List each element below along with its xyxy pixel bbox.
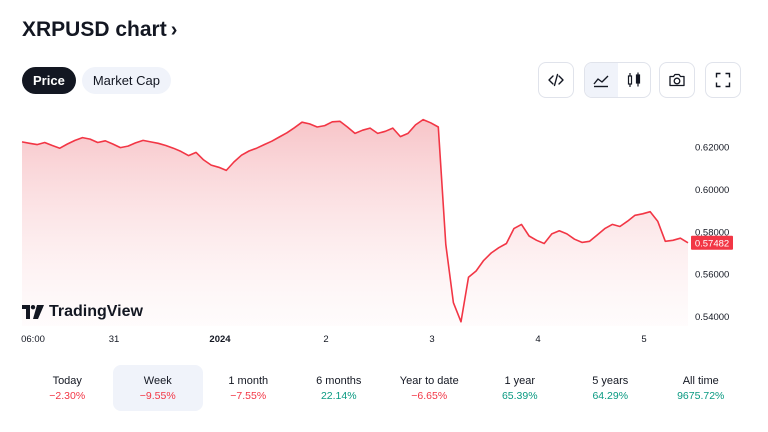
price-chart[interactable]: 0.62000 0.60000 0.58000 0.56000 0.54000 06:0… [0,104,768,356]
period-today[interactable]: Today −2.30% [22,365,113,411]
period-5-years[interactable]: 5 years 64.29% [565,365,656,411]
x-tick-label: 5 [641,334,646,345]
chart-style-toggle [584,62,651,98]
period-1-month[interactable]: 1 month −7.55% [203,365,294,411]
period-label: Week [143,374,172,387]
period-label: 1 year [504,374,536,387]
x-tick-label: 31 [109,334,120,345]
period-6-months[interactable]: 6 months 22.14% [294,365,385,411]
period-all-time[interactable]: All time 9675.72% [656,365,747,411]
y-tick-label: 0.60000 [695,185,729,196]
tradingview-logo-icon [22,305,44,319]
last-price-label: 0.57482 [695,238,729,249]
period-label: 1 month [228,374,269,387]
area-chart-icon [593,75,609,88]
period-label: All time [682,374,719,387]
period-label: 6 months [316,374,362,387]
period-change: −2.30% [49,389,86,402]
snapshot-button[interactable] [659,62,695,98]
price-marketcap-tabs: Price Market Cap [22,67,172,94]
tradingview-wordmark: TradingView [49,303,143,320]
period-change: 64.29% [592,389,629,402]
period-performance-bar: Today −2.30% Week −9.55% 1 month −7.55% 6 m… [22,365,746,411]
x-tick-label: 06:00 [21,334,45,345]
x-tick-label: 2024 [209,334,231,345]
period-change: −7.55% [230,389,267,402]
period-change: −9.55% [139,389,176,402]
page-title: XRPUSD chart [22,18,167,41]
last-price-tag [691,235,733,250]
price-area-fill [22,119,688,326]
area-chart-button[interactable] [585,63,618,97]
candlestick-icon [627,72,640,87]
period-1-year[interactable]: 1 year 65.39% [475,365,566,411]
tab-market-cap[interactable]: Market Cap [81,67,172,94]
period-label: 5 years [592,374,629,387]
x-tick-label: 3 [429,334,434,345]
camera-icon [669,73,685,87]
y-tick-label: 0.54000 [695,312,729,323]
y-tick-label: 0.56000 [695,270,729,281]
code-icon [548,73,564,87]
period-label: Year to date [399,374,459,387]
x-tick-label: 4 [535,334,540,345]
chart-title-link[interactable]: XRPUSD chart › [22,18,177,42]
x-tick-label: 2 [323,334,328,345]
tradingview-logo[interactable]: TradingView [22,303,143,321]
price-series-line [21,118,689,323]
chevron-right-icon: › [170,18,178,41]
fullscreen-button[interactable] [705,62,741,98]
period-week[interactable]: Week −9.55% [112,365,203,411]
tab-price[interactable]: Price [22,67,76,94]
fullscreen-icon [715,72,731,88]
y-tick-label: 0.58000 [695,227,729,238]
period-label: Today [52,374,82,387]
period-year-to-date[interactable]: Year to date −6.65% [384,365,475,411]
period-change: 22.14% [320,389,357,402]
y-tick-label: 0.62000 [695,143,729,154]
period-change: 65.39% [501,389,538,402]
embed-button[interactable] [538,62,574,98]
period-change: 9675.72% [677,389,725,402]
period-change: −6.65% [411,389,448,402]
candles-button[interactable] [618,63,651,97]
